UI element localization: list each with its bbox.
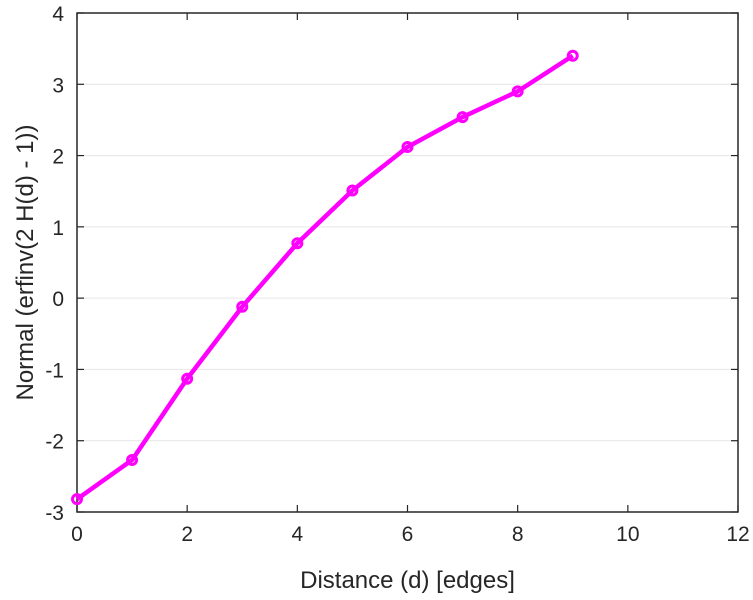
data-point xyxy=(566,49,579,62)
x-tick-label: 4 xyxy=(291,523,303,546)
data-point xyxy=(291,237,304,250)
y-tick-label: -1 xyxy=(45,359,64,382)
data-point xyxy=(181,372,194,385)
data-point xyxy=(71,493,83,506)
plot-area-frame xyxy=(76,12,739,513)
y-tick-label: 0 xyxy=(52,288,64,311)
x-tick-label: 8 xyxy=(512,523,524,546)
data-point xyxy=(401,141,414,154)
y-tick-label: 1 xyxy=(52,217,64,240)
series-line xyxy=(75,53,574,502)
x-tick-label: 6 xyxy=(402,523,414,546)
y-axis-label: Normal (erfinv(2 H(d) - 1)) xyxy=(12,124,39,400)
x-tick-label: 2 xyxy=(181,523,193,546)
y-tick-label: 2 xyxy=(52,146,64,169)
data-point xyxy=(236,300,249,313)
data-series xyxy=(71,49,579,506)
data-point xyxy=(346,184,359,197)
data-point xyxy=(126,453,139,466)
data-point xyxy=(456,111,469,124)
data-point xyxy=(511,85,524,98)
x-tick-label: 12 xyxy=(726,523,749,546)
y-tick-label: -2 xyxy=(45,431,64,454)
x-axis-label: Distance (d) [edges] xyxy=(300,567,515,594)
y-tick-label: -3 xyxy=(45,502,64,525)
y-tick-label: 3 xyxy=(52,74,64,97)
y-tick-label: 4 xyxy=(52,3,64,26)
x-tick-label: 0 xyxy=(71,523,83,546)
gridlines xyxy=(77,12,738,513)
x-tick-label: 10 xyxy=(616,523,639,546)
